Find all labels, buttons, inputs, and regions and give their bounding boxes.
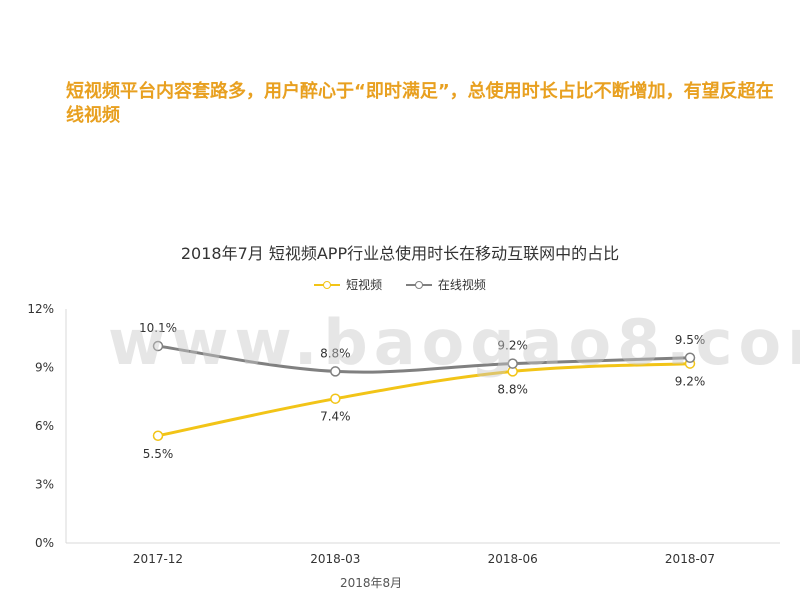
data-point xyxy=(152,430,164,441)
y-tick-label: 6% xyxy=(35,419,54,433)
x-tick-label: 2018-03 xyxy=(310,552,360,566)
data-label: 9.5% xyxy=(675,333,706,347)
chart-title: 2018年7月 短视频APP行业总使用时长在移动互联网中的占比 xyxy=(180,244,620,263)
data-point xyxy=(684,352,696,363)
data-point xyxy=(330,393,341,404)
data-label: 7.4% xyxy=(320,410,351,424)
chart-legend: 短视频 在线视频 xyxy=(0,276,800,293)
legend-label-short-video: 短视频 xyxy=(346,278,383,292)
x-tick-label: 2017-12 xyxy=(133,552,183,566)
data-label: 5.5% xyxy=(143,447,174,461)
x-tick-label: 2018-07 xyxy=(665,552,715,566)
legend-item-short-video[interactable]: 短视频 xyxy=(314,276,382,293)
data-label: 9.2% xyxy=(497,339,528,353)
data-label: 8.8% xyxy=(320,346,351,360)
data-label: 9.2% xyxy=(675,375,706,389)
y-tick-label: 0% xyxy=(35,536,54,550)
x-tick-label: 2018-06 xyxy=(488,552,538,566)
legend-label-online-video: 在线视频 xyxy=(437,278,486,292)
legend-swatch-online-video xyxy=(405,280,432,290)
series-line-short-video xyxy=(157,362,691,438)
headline: 短视频平台内容套路多，用户醉心于“即时满足”，总使用时长占比不断增加，有望反超在… xyxy=(66,81,774,126)
legend-item-online-video[interactable]: 在线视频 xyxy=(405,276,486,293)
source-note: 2018年8月 xyxy=(340,576,403,590)
series-line-online-video xyxy=(157,344,691,374)
y-tick-label: 9% xyxy=(35,361,54,375)
data-point xyxy=(507,358,518,369)
legend-swatch-short-video xyxy=(314,280,341,290)
data-label: 10.1% xyxy=(139,321,177,335)
data-point xyxy=(152,340,164,352)
data-point xyxy=(330,366,341,377)
y-tick-label: 12% xyxy=(27,302,54,316)
data-label: 8.8% xyxy=(497,382,528,396)
y-tick-label: 3% xyxy=(35,478,54,492)
